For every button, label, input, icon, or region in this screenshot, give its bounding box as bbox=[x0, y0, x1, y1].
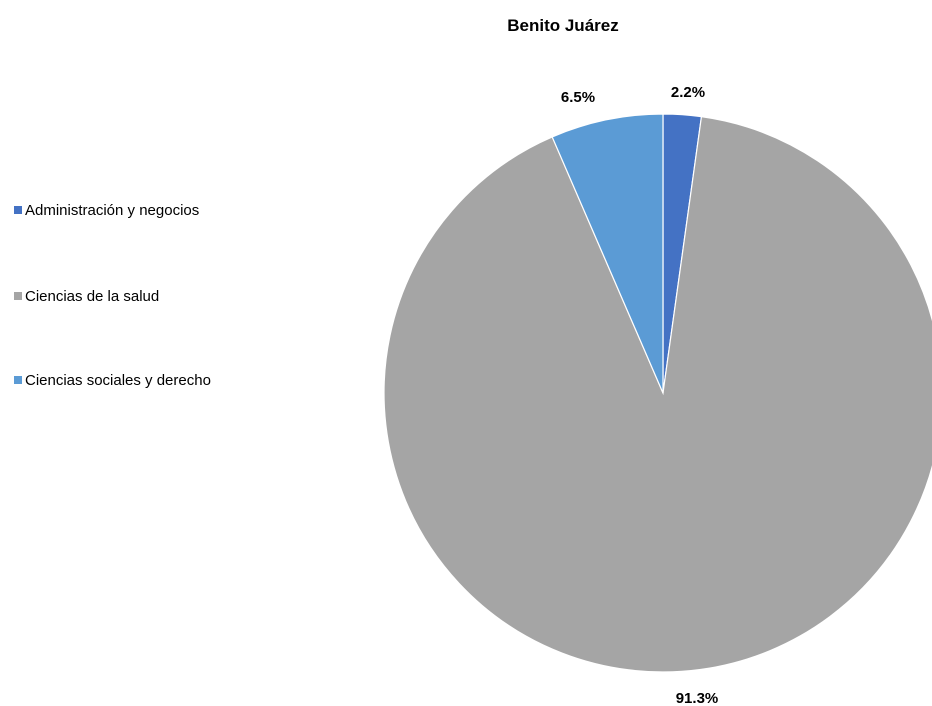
pie-data-labels: 2.2% 91.3% 6.5% bbox=[561, 84, 718, 706]
legend-item-ciencias-sociales: Ciencias sociales y derecho bbox=[14, 371, 211, 391]
legend-item-administracion: Administración y negocios bbox=[14, 201, 199, 221]
data-label: 2.2% bbox=[671, 84, 705, 101]
legend-label: Administración y negocios bbox=[25, 202, 200, 219]
legend-swatch bbox=[14, 292, 22, 300]
legend-label: Ciencias de la salud bbox=[25, 288, 160, 305]
data-label: 91.3% bbox=[676, 690, 719, 706]
legend-swatch bbox=[14, 206, 22, 214]
data-label: 6.5% bbox=[561, 89, 595, 106]
legend-item-ciencias-salud: Ciencias de la salud bbox=[14, 287, 159, 307]
pie-slice bbox=[551, 113, 664, 394]
pie-slices bbox=[383, 113, 932, 673]
legend-label: Ciencias sociales y derecho bbox=[25, 372, 211, 389]
chart-title: Benito Juárez bbox=[507, 16, 619, 35]
legend-swatch bbox=[14, 376, 22, 384]
pie-slice bbox=[383, 115, 932, 673]
